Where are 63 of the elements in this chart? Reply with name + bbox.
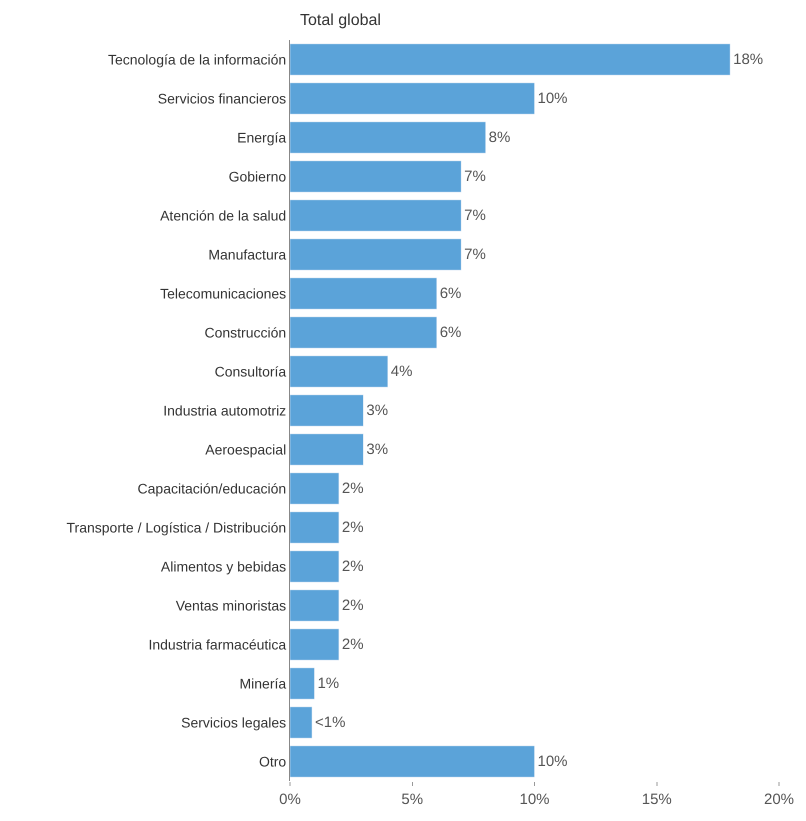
bar [290, 160, 462, 192]
data-label: 2% [342, 480, 364, 497]
bar [290, 590, 340, 622]
data-label: 8% [488, 129, 510, 146]
y-tick-label: Manufactura [208, 246, 286, 262]
data-label: 2% [342, 636, 364, 653]
data-label: 6% [440, 324, 462, 341]
y-tick-label: Alimentos y bebidas [160, 558, 286, 574]
data-label: 2% [342, 558, 364, 575]
y-tick-label: Servicios financieros [158, 90, 286, 106]
data-label: 3% [366, 402, 388, 419]
y-tick-label: Industria automotriz [163, 402, 286, 418]
y-tick-label: Gobierno [228, 168, 286, 184]
data-label: 18% [733, 51, 764, 68]
data-label: <1% [315, 714, 346, 731]
data-label: 7% [464, 207, 486, 224]
bar [290, 628, 340, 660]
y-tick-label: Aeroespacial [205, 441, 286, 458]
data-label: 10% [538, 753, 568, 770]
y-tick-label: Tecnología de la información [108, 51, 286, 68]
y-tick-label: Minería [240, 675, 286, 692]
x-tick-label: 5% [401, 791, 424, 808]
y-tick-label: Construcción [204, 324, 286, 340]
data-label: 7% [464, 246, 486, 263]
y-tick-label: Ventas minoristas [176, 597, 286, 614]
y-tick-label: Industria farmacéutica [148, 636, 286, 652]
bar [290, 706, 312, 738]
bar [290, 512, 340, 544]
bar [290, 82, 535, 114]
bar [290, 238, 462, 270]
bar [290, 668, 315, 700]
data-label: 2% [342, 597, 364, 614]
data-label: 7% [464, 168, 486, 185]
bar [290, 316, 437, 348]
y-tick-label: Capacitación/educación [138, 480, 286, 496]
bar [290, 278, 437, 310]
x-tick-label: 15% [642, 791, 672, 808]
data-label: 6% [440, 285, 462, 302]
bar [290, 550, 340, 582]
y-tick-label: Atención de la salud [160, 207, 286, 224]
bar [290, 434, 364, 466]
data-label: 3% [366, 441, 388, 458]
data-label: 1% [317, 675, 340, 692]
bar [290, 394, 364, 426]
y-tick-label: Transporte / Logística / Distribución [66, 519, 286, 536]
bar [290, 746, 535, 778]
chart-title: Total global [300, 12, 381, 30]
bar [290, 200, 462, 232]
data-label: 4% [390, 363, 412, 380]
bar [290, 44, 730, 76]
x-tick-label: 20% [764, 791, 794, 808]
data-label: 2% [342, 519, 364, 536]
y-tick-label: Consultoría [214, 363, 286, 380]
bar [290, 356, 388, 388]
x-tick-label: 10% [519, 791, 550, 808]
y-tick-label: Energía [237, 129, 286, 146]
y-tick-label: Servicios legales [181, 714, 286, 730]
y-tick-label: Otro [258, 753, 286, 770]
data-label: 10% [538, 90, 568, 107]
bar [290, 472, 340, 504]
x-tick-label: 0% [279, 791, 301, 808]
bar [290, 122, 486, 154]
y-tick-label: Telecomunicaciones [160, 285, 286, 302]
